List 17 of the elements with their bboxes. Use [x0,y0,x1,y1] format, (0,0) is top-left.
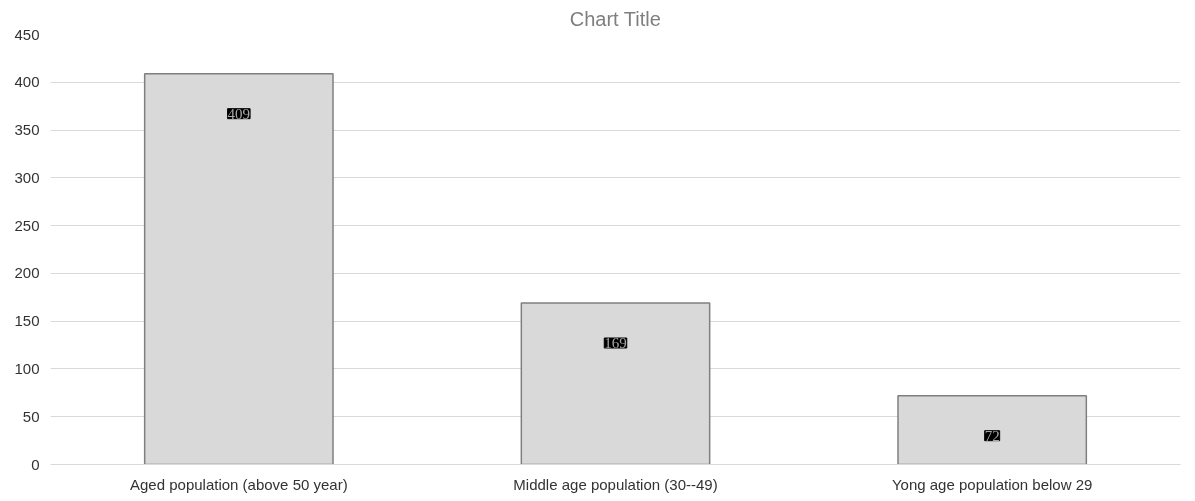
y-tick-label: 400 [14,73,40,91]
data-label: 72 [984,427,1000,444]
y-tick-label: 100 [14,359,40,377]
y-tick-label: 200 [14,264,40,282]
x-tick-label: Middle age population (30--49) [513,475,718,493]
y-tick-label: 150 [14,312,40,330]
data-label: 409 [227,105,251,122]
data-label: 169 [604,335,627,352]
y-tick-label: 300 [14,168,40,186]
y-tick-label: 0 [31,455,40,473]
chart-title: Chart Title [569,7,661,30]
y-tick-label: 350 [14,121,40,139]
x-tick-label: Aged population (above 50 year) [130,475,348,493]
x-tick-label: Yong age population below 29 [891,475,1093,493]
y-tick-label: 50 [22,407,40,425]
y-tick-label: 450 [14,25,40,43]
y-tick-label: 250 [14,216,40,234]
